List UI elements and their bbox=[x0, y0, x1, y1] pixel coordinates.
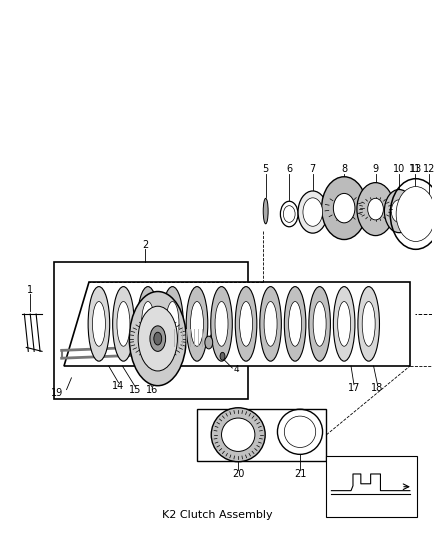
Bar bbox=[54, 262, 248, 399]
Ellipse shape bbox=[117, 302, 130, 346]
Text: 5: 5 bbox=[262, 164, 269, 174]
Polygon shape bbox=[64, 282, 410, 366]
Ellipse shape bbox=[385, 190, 414, 233]
Ellipse shape bbox=[362, 302, 375, 346]
Ellipse shape bbox=[263, 198, 268, 224]
Text: 16: 16 bbox=[146, 385, 158, 394]
Ellipse shape bbox=[264, 302, 277, 346]
Text: 19: 19 bbox=[51, 387, 63, 398]
Ellipse shape bbox=[150, 326, 166, 351]
Ellipse shape bbox=[141, 302, 155, 346]
Bar bbox=[326, 456, 417, 517]
Ellipse shape bbox=[129, 292, 186, 386]
Ellipse shape bbox=[391, 200, 407, 222]
Ellipse shape bbox=[367, 198, 383, 220]
Ellipse shape bbox=[358, 287, 379, 361]
Ellipse shape bbox=[113, 287, 134, 361]
Text: 7: 7 bbox=[310, 164, 316, 174]
Ellipse shape bbox=[215, 302, 228, 346]
Ellipse shape bbox=[154, 332, 162, 345]
Ellipse shape bbox=[321, 177, 367, 239]
Ellipse shape bbox=[211, 287, 232, 361]
Ellipse shape bbox=[338, 302, 351, 346]
Text: 14: 14 bbox=[113, 381, 125, 391]
Text: 10: 10 bbox=[393, 164, 405, 174]
Text: 13: 13 bbox=[410, 164, 422, 174]
Ellipse shape bbox=[333, 193, 355, 223]
Text: 11: 11 bbox=[409, 164, 421, 174]
Ellipse shape bbox=[186, 287, 208, 361]
Ellipse shape bbox=[191, 302, 204, 346]
Text: 12: 12 bbox=[423, 164, 436, 174]
Ellipse shape bbox=[284, 416, 316, 448]
Text: 9: 9 bbox=[372, 164, 378, 174]
Ellipse shape bbox=[240, 302, 253, 346]
Ellipse shape bbox=[283, 206, 295, 222]
Text: 8: 8 bbox=[341, 164, 347, 174]
Ellipse shape bbox=[220, 352, 225, 360]
Text: 3: 3 bbox=[214, 322, 219, 332]
Ellipse shape bbox=[396, 187, 435, 241]
Ellipse shape bbox=[162, 287, 183, 361]
Ellipse shape bbox=[211, 408, 265, 462]
Ellipse shape bbox=[408, 203, 422, 223]
Ellipse shape bbox=[309, 287, 330, 361]
Polygon shape bbox=[197, 409, 326, 461]
Ellipse shape bbox=[222, 418, 255, 451]
Text: 17: 17 bbox=[348, 383, 360, 393]
Text: 18: 18 bbox=[371, 383, 384, 393]
Ellipse shape bbox=[333, 287, 355, 361]
Ellipse shape bbox=[138, 306, 177, 371]
Ellipse shape bbox=[88, 287, 110, 361]
Ellipse shape bbox=[166, 302, 179, 346]
Ellipse shape bbox=[205, 336, 213, 349]
Text: K2 Clutch Assembly: K2 Clutch Assembly bbox=[162, 510, 273, 520]
Text: 4: 4 bbox=[233, 366, 239, 375]
Text: 21: 21 bbox=[294, 469, 306, 479]
Text: 1: 1 bbox=[27, 285, 33, 295]
Text: 6: 6 bbox=[286, 164, 292, 174]
Ellipse shape bbox=[357, 183, 394, 236]
Text: 15: 15 bbox=[129, 385, 141, 394]
Ellipse shape bbox=[427, 210, 432, 224]
Ellipse shape bbox=[289, 302, 302, 346]
Ellipse shape bbox=[298, 191, 328, 233]
Ellipse shape bbox=[137, 287, 159, 361]
Text: 20: 20 bbox=[232, 469, 244, 479]
Ellipse shape bbox=[235, 287, 257, 361]
Ellipse shape bbox=[303, 198, 322, 227]
Ellipse shape bbox=[313, 302, 326, 346]
Ellipse shape bbox=[92, 302, 106, 346]
Ellipse shape bbox=[260, 287, 281, 361]
Text: 2: 2 bbox=[142, 240, 148, 251]
Ellipse shape bbox=[284, 287, 306, 361]
